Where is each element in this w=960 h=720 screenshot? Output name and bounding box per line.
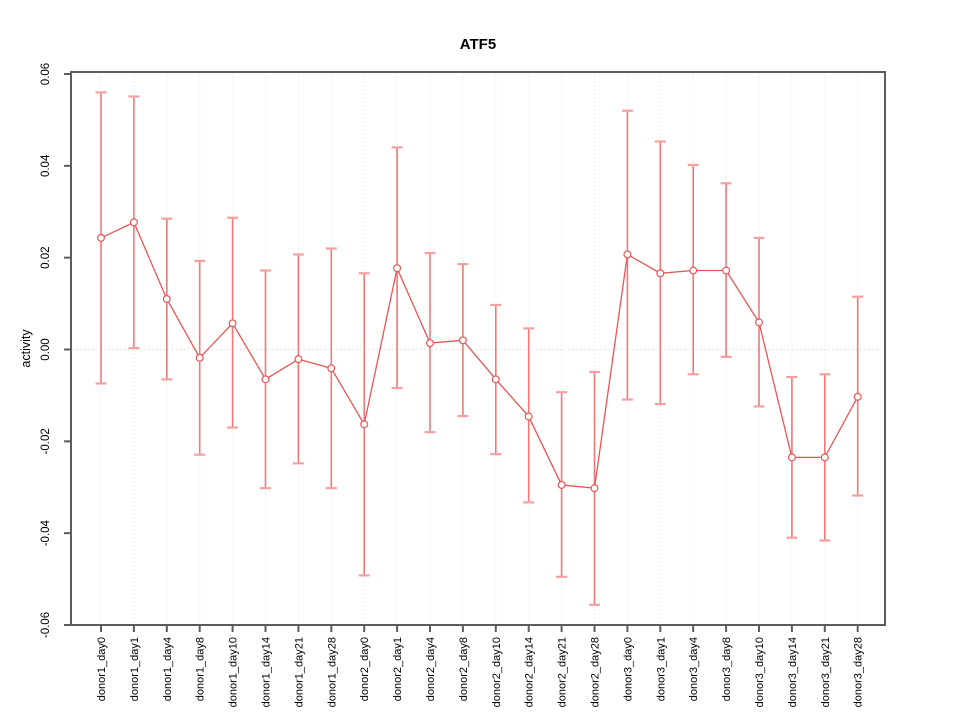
x-tick-label: donor1_day10 (228, 637, 240, 707)
data-point-marker (623, 250, 632, 259)
x-tick-label: donor1_day28 (326, 637, 338, 707)
data-point-marker (195, 353, 204, 362)
data-point-marker (722, 266, 731, 275)
x-tick-label: donor2_day14 (524, 637, 536, 707)
data-point-marker (590, 484, 599, 493)
x-tick-label: donor2_day4 (425, 637, 437, 701)
chart-title: ATF5 (460, 36, 496, 53)
x-tick-label: donor2_day28 (590, 637, 602, 707)
x-tick-label: donor3_day4 (688, 637, 700, 701)
x-axis: donor1_day0 donor1_day1 donor1_day4 donor1_… (96, 625, 865, 707)
x-tick-label: donor2_day21 (557, 637, 569, 707)
data-point-marker (327, 364, 336, 373)
x-tick-label: donor2_day10 (491, 637, 503, 707)
data-point-marker (393, 264, 402, 273)
data-point-marker (360, 420, 369, 429)
x-tick-label: donor3_day8 (721, 637, 733, 701)
data-point-marker (261, 375, 270, 384)
y-tick-label: -0.04 (40, 519, 52, 546)
x-tick-label: donor1_day21 (293, 637, 305, 707)
x-tick-label: donor1_day4 (162, 637, 174, 701)
data-point-marker (162, 294, 171, 303)
data-point-marker (524, 412, 533, 421)
y-tick-label: 0.00 (40, 338, 52, 360)
x-tick-label: donor2_day8 (458, 637, 470, 701)
y-tick-label: 0.04 (40, 154, 52, 177)
plot-box (70, 71, 886, 626)
y-axis-label: activity (19, 329, 33, 368)
data-point-marker (96, 233, 105, 242)
data-point-marker (557, 480, 566, 489)
y-tick-label: 0.02 (40, 246, 52, 268)
gridlines (72, 73, 884, 624)
x-tick-label: donor3_day21 (820, 637, 832, 707)
series-line (100, 221, 859, 489)
x-tick-label: donor2_day0 (359, 637, 371, 701)
data-point-marker (491, 375, 500, 384)
data-point-marker (853, 392, 862, 401)
error-bars (95, 91, 864, 606)
data-point-marker (689, 266, 698, 275)
y-axis: 0.06 0.04 0.02 0.00 -0.02 -0.04 -0.06 (40, 63, 71, 638)
data-point-marker (458, 336, 467, 345)
x-tick-label: donor1_day14 (261, 637, 273, 707)
x-tick-label: donor3_day14 (787, 637, 799, 707)
data-point-marker (820, 453, 829, 462)
y-tick-label: -0.06 (40, 612, 52, 638)
y-tick-label: -0.02 (40, 428, 52, 454)
data-points (96, 218, 862, 493)
data-point-marker (656, 269, 665, 278)
data-point-marker (426, 339, 435, 348)
x-tick-label: donor3_day28 (853, 637, 865, 707)
x-tick-label: donor1_day8 (195, 637, 207, 701)
data-point-marker (228, 319, 237, 328)
x-tick-label: donor3_day0 (622, 637, 634, 701)
data-point-marker (294, 355, 303, 364)
data-point-marker (129, 218, 138, 227)
x-tick-label: donor1_day0 (96, 637, 108, 701)
x-tick-label: donor3_day10 (754, 637, 766, 707)
x-tick-label: donor1_day1 (129, 637, 141, 701)
data-point-marker (787, 453, 796, 462)
x-tick-label: donor3_day1 (655, 637, 667, 701)
x-tick-label: donor2_day1 (392, 637, 404, 701)
data-point-marker (754, 318, 763, 327)
y-tick-label: 0.06 (40, 63, 52, 85)
